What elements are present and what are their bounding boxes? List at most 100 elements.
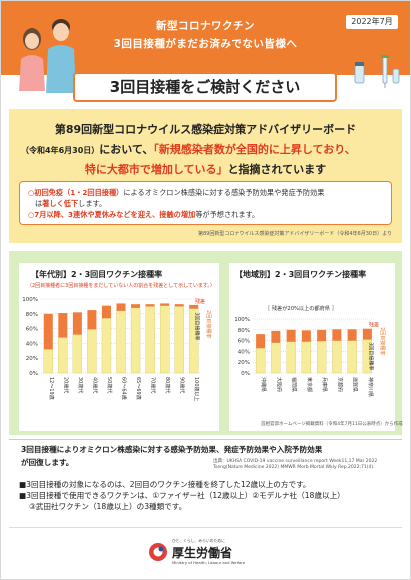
age-chart-bar-third-dose	[87, 329, 97, 374]
age-chart-bar-residual	[72, 312, 82, 335]
advisory-lead: において、	[99, 143, 154, 156]
age-chart-category-label: 70歳代	[150, 377, 157, 393]
age-chart-subtitle: （2回目接種者に3回目接種をまだしていない人の割合を残差として示しています。）	[27, 283, 215, 289]
eligibility-bullet-2: ■3回目接種で使用できるワクチンは、①ファイザー社（12歳以上）②モデルナ社（1…	[19, 491, 345, 500]
age-chart-bar-residual	[189, 304, 199, 309]
region-chart-y-tick: 100%	[234, 317, 250, 323]
man-illustration	[46, 19, 76, 93]
region-chart-category-label: 神奈川県	[367, 377, 374, 397]
eligibility-notes: ■3回目接種の対象になるのは、2回目のワクチン接種を終了した12歳以上の方です。…	[19, 479, 399, 512]
point-1-text-b: は	[35, 199, 43, 208]
region-chart-bar-third-dose	[332, 340, 342, 374]
age-chart-category-label: 80歳代	[164, 377, 171, 393]
point-1-emphasis-b: 著しく低下	[42, 199, 79, 208]
region-chart-bar-third-dose	[271, 342, 281, 374]
region-chart-bar-residual	[256, 334, 266, 349]
age-chart-bar-third-dose	[72, 334, 83, 374]
age-chart: 0% 20% 40% 60% 80% 100% 12〜19歳 20歳代 30歳代 40歳代 50歳代…	[22, 297, 212, 402]
region-chart-category-label: 兵庫県	[321, 377, 328, 392]
region-chart-card: 【地域別】2・3回目ワクチン接種率 ［ 残差が20%以上の都府県 ］ 0% 20%…	[229, 263, 403, 431]
age-chart-category-label: 12〜19歳	[48, 377, 55, 400]
region-chart-y-tick: 40%	[238, 349, 250, 355]
age-chart-bar-residual	[131, 304, 141, 308]
ministry-english-name: Ministry of Health, Labour and Welfare	[172, 560, 246, 565]
region-chart-category-label: 大阪府	[275, 377, 282, 392]
age-chart-category-label: 50歳代	[106, 377, 113, 393]
age-chart-bar-residual	[116, 303, 126, 311]
age-chart-category-label: 60〜64歳	[121, 377, 128, 400]
effectiveness-line-1: 3回目接種によりオミクロン株感染に対する感染予防効果、発症予防効果や入院予防効果	[21, 445, 323, 454]
age-chart-card: 【年代別】2・3回目ワクチン接種率 （2回目接種者に3回目接種をまだしていない人…	[19, 263, 219, 431]
region-chart-bar-residual	[301, 330, 311, 342]
age-chart-third-dose-annotation: 3回目接種率	[194, 312, 201, 340]
region-chart-category-label: 東京都	[306, 377, 313, 392]
region-chart-category-label: 京都府	[336, 377, 343, 392]
region-chart-category-label: 沖縄県	[260, 377, 267, 392]
age-chart-bar-third-dose	[145, 306, 155, 374]
age-chart-y-tick: 60%	[26, 327, 38, 333]
vaccine-vials-illustration	[354, 55, 400, 88]
advisory-tail: と指摘されています	[227, 163, 327, 176]
date-badge: 2022年7月	[346, 15, 398, 29]
region-chart-bar-residual	[332, 329, 342, 341]
region-chart-bar-third-dose	[286, 341, 296, 374]
age-chart-y-tick: 80%	[26, 312, 38, 318]
age-chart-bar-third-dose	[174, 306, 184, 374]
region-chart-bar-third-dose	[301, 341, 312, 374]
region-chart-bar-residual	[347, 329, 357, 341]
advisory-points-box: ○初回免疫（1・2回目接種）によるオミクロン株感染に対する感染予防効果や発症予防…	[19, 181, 392, 225]
footer-divider	[9, 527, 402, 528]
region-chart-bar-residual	[317, 329, 327, 342]
region-chart-bar-residual	[286, 329, 296, 342]
age-chart-y-tick: 100%	[22, 297, 38, 303]
region-chart-bar-residual	[362, 328, 372, 340]
region-chart-note: 首相官邸ホームページ掲載資料（令和4年7月11日公表時点）から作成	[261, 422, 403, 427]
region-chart-bar-third-dose	[255, 348, 266, 374]
age-chart-bar-residual	[160, 303, 170, 306]
eligibility-bullet-1: ■3回目接種の対象になるのは、2回目のワクチン接種を終了した12歳以上の方です。	[19, 480, 311, 489]
region-chart-second-dose-annotation: 2回目接種率	[379, 327, 386, 355]
advisory-heading: 第89回新型コロナウイルス感染症対策アドバイザリーボード	[54, 123, 357, 136]
region-chart-category-label: 福岡県	[291, 377, 298, 392]
advisory-date: （令和4年6月30日）	[21, 146, 100, 155]
advisory-point-1-cont: は著しく低下します。	[28, 198, 383, 209]
region-chart-subtitle: ［ 残差が20%以上の都府県 ］	[265, 306, 337, 312]
age-chart-residual-annotation: 残差	[195, 298, 205, 305]
region-chart-bar-residual	[271, 330, 281, 343]
age-chart-bar-residual	[87, 310, 97, 330]
region-chart-bar-third-dose	[316, 340, 327, 374]
region-chart-y-tick: 20%	[238, 360, 250, 366]
age-chart-bar-third-dose	[43, 349, 53, 374]
age-chart-bar-third-dose	[116, 310, 126, 374]
age-chart-bar-residual	[101, 305, 111, 319]
age-chart-category-label: 65〜69歳	[135, 377, 142, 400]
advisory-quote-2: 特に大都市で増加している」	[84, 163, 228, 176]
effectiveness-section: 3回目接種によりオミクロン株感染に対する感染予防効果、発症予防効果や入院予防効果…	[9, 439, 402, 473]
advisory-panel: 第89回新型コロナウイルス感染症対策アドバイザリーボード （令和4年6月30日）…	[9, 109, 402, 243]
age-chart-second-dose-annotation: 2回目接種率	[205, 310, 212, 338]
woman-illustration	[19, 28, 45, 91]
point-1-emphasis: ○初回免疫（1・2回目接種）	[28, 188, 124, 197]
region-chart: 0% 20% 40% 60% 80% 100% 沖縄県 大阪府 福岡県 東京都 兵庫県 京都府 滋賀県 神…	[234, 317, 386, 397]
region-chart-y-tick: 80%	[238, 328, 250, 334]
age-chart-bar-third-dose	[101, 318, 112, 374]
region-chart-third-dose-annotation: 3回目接種率	[367, 342, 374, 370]
region-chart-bar-third-dose	[347, 340, 357, 374]
region-chart-y-tick: 0%	[241, 371, 250, 377]
age-chart-category-label: 100歳以上	[193, 377, 200, 402]
effectiveness-line-2: が回復します。	[21, 458, 74, 467]
ministry-tagline: ひと、くらし、みらいのために	[172, 538, 225, 543]
age-chart-category-label: 40歳代	[91, 377, 98, 393]
ministry-name: 厚生労働省	[172, 546, 233, 560]
header-line-2: 3回目接種がまだお済みでない皆様へ	[113, 38, 298, 50]
eligibility-bullet-2-cont: ③武田社ワクチン（18歳以上）の3種類です。	[29, 502, 187, 511]
point-2-text: 等が予想されます。	[195, 210, 260, 219]
point-1-text: によるオミクロン株感染に対する感染予防効果や発症予防効果	[123, 188, 325, 197]
age-chart-category-label: 30歳代	[77, 377, 84, 393]
age-chart-y-tick: 0%	[29, 371, 38, 377]
advisory-source: 第89回新型コロナウイルス感染症対策アドバイザリーボード（令和4年6月30日）よ…	[198, 231, 392, 237]
age-chart-bar-residual	[174, 304, 184, 307]
age-chart-y-tick: 40%	[26, 341, 38, 347]
point-2-emphasis: ○7月以降、3連休や夏休みなどを迎え、接触の増加	[28, 210, 196, 219]
